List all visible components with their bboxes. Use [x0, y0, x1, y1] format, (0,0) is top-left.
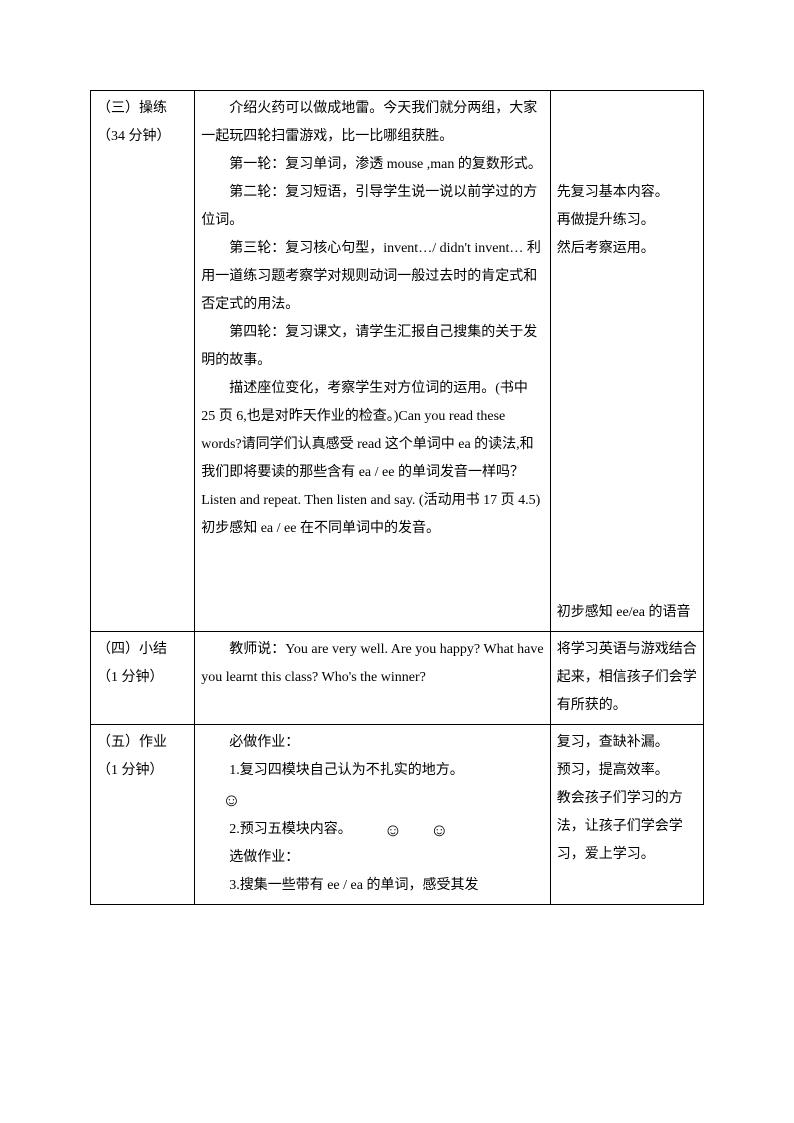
notes-line: 复习，查缺补漏。: [557, 729, 697, 757]
notes-line: 教会孩子们学习的方法，让孩子们学会学习，爱上学习。: [557, 785, 697, 869]
notes-cell: 将学习英语与游戏结合起来，相信孩子们会学有所获的。: [550, 632, 703, 725]
stage-cell: （五）作业（1 分钟）: [91, 725, 195, 905]
table-row: （三）操练（34 分钟）介绍火药可以做成地雷。今天我们就分两组，大家一起玩四轮扫…: [91, 91, 704, 632]
notes-line: [557, 319, 697, 347]
content-paragraph: 选做作业：: [201, 844, 544, 872]
notes-line: 先复习基本内容。: [557, 179, 697, 207]
notes-line: [557, 403, 697, 431]
notes-line: [557, 123, 697, 151]
content-paragraph: 描述座位变化，考察学生对方位词的运用。(书中 25 页 6,也是对昨天作业的检查…: [201, 375, 544, 543]
content-text: 1.复习四模块自己认为不扎实的地方。: [229, 763, 464, 778]
page: （三）操练（34 分钟）介绍火药可以做成地雷。今天我们就分两组，大家一起玩四轮扫…: [0, 0, 794, 1123]
notes-line: 将学习英语与游戏结合起来，相信孩子们会学有所获的。: [557, 636, 697, 720]
notes-line: [557, 431, 697, 459]
content-text: 必做作业：: [229, 735, 299, 750]
content-text: 2.预习五模块内容。: [229, 822, 352, 837]
content-text: 介绍火药可以做成地雷。今天我们就分两组，大家一起玩四轮扫雷游戏，比一比哪组获胜。: [201, 101, 537, 144]
table-row: （五）作业（1 分钟）必做作业：1.复习四模块自己认为不扎实的地方。☺2.预习五…: [91, 725, 704, 905]
stage-line: （四）小结: [97, 636, 188, 664]
content-text: 第一轮：复习单词，渗透 mouse ,man 的复数形式。: [229, 157, 542, 172]
notes-line: [557, 151, 697, 179]
notes-line: [557, 347, 697, 375]
stage-line: （1 分钟）: [97, 664, 188, 692]
content-cell: 必做作业：1.复习四模块自己认为不扎实的地方。☺2.预习五模块内容。☺☺选做作业…: [195, 725, 551, 905]
content-cell: 教师说：You are very well. Are you happy? Wh…: [195, 632, 551, 725]
content-text: 3.搜集一些带有 ee / ea 的单词，感受其发: [229, 878, 478, 893]
notes-line: [557, 263, 697, 291]
content-text: 教师说：You are very well. Are you happy? Wh…: [201, 642, 543, 685]
content-paragraph: 第一轮：复习单词，渗透 mouse ,man 的复数形式。: [201, 151, 544, 179]
smiley-line: ☺: [201, 785, 544, 816]
content-paragraph: 介绍火药可以做成地雷。今天我们就分两组，大家一起玩四轮扫雷游戏，比一比哪组获胜。: [201, 95, 544, 151]
stage-cell: （四）小结（1 分钟）: [91, 632, 195, 725]
content-paragraph: 2.预习五模块内容。 ☺☺: [201, 816, 544, 844]
content-paragraph: 第三轮：复习核心句型，invent…/ didn't invent… 利用一道练…: [201, 235, 544, 319]
notes-line: [557, 459, 697, 487]
notes-cell: 复习，查缺补漏。预习，提高效率。教会孩子们学习的方法，让孩子们学会学习，爱上学习…: [550, 725, 703, 905]
content-text: 第二轮：复习短语，引导学生说一说以前学过的方位词。: [201, 185, 537, 228]
content-text: 第三轮：复习核心句型，invent…/ didn't invent… 利用一道练…: [201, 241, 541, 312]
stage-line: （五）作业: [97, 729, 188, 757]
notes-cell: 先复习基本内容。再做提升练习。然后考察运用。 初步感知 ee/ea 的语音: [550, 91, 703, 632]
notes-line: [557, 375, 697, 403]
notes-line: 初步感知 ee/ea 的语音: [557, 599, 697, 627]
content-text: 第四轮：复习课文，请学生汇报自己搜集的关于发明的故事。: [201, 325, 537, 368]
content-paragraph: 1.复习四模块自己认为不扎实的地方。: [201, 757, 544, 785]
notes-line: [557, 487, 697, 515]
notes-line: [557, 571, 697, 599]
notes-line: 预习，提高效率。: [557, 757, 697, 785]
content-paragraph: 教师说：You are very well. Are you happy? Wh…: [201, 636, 544, 692]
stage-line: （三）操练: [97, 95, 188, 123]
content-text: 选做作业：: [229, 850, 299, 865]
lesson-table: （三）操练（34 分钟）介绍火药可以做成地雷。今天我们就分两组，大家一起玩四轮扫…: [90, 90, 704, 905]
notes-line: 然后考察运用。: [557, 235, 697, 263]
table-row: （四）小结（1 分钟）教师说：You are very well. Are yo…: [91, 632, 704, 725]
smiley-icon: ☺: [402, 821, 448, 839]
smiley-icon: ☺: [222, 791, 240, 809]
content-paragraph: 第四轮：复习课文，请学生汇报自己搜集的关于发明的故事。: [201, 319, 544, 375]
notes-line: 再做提升练习。: [557, 207, 697, 235]
notes-line: [557, 543, 697, 571]
stage-line: （1 分钟）: [97, 757, 188, 785]
content-cell: 介绍火药可以做成地雷。今天我们就分两组，大家一起玩四轮扫雷游戏，比一比哪组获胜。…: [195, 91, 551, 632]
stage-cell: （三）操练（34 分钟）: [91, 91, 195, 632]
notes-line: [557, 291, 697, 319]
content-paragraph: 第二轮：复习短语，引导学生说一说以前学过的方位词。: [201, 179, 544, 235]
smileys-inline: ☺☺: [356, 822, 449, 837]
content-paragraph: 必做作业：: [201, 729, 544, 757]
smiley-icon: ☺: [356, 821, 402, 839]
notes-line: [557, 515, 697, 543]
notes-line: [557, 95, 697, 123]
stage-line: （34 分钟）: [97, 123, 188, 151]
content-paragraph: 3.搜集一些带有 ee / ea 的单词，感受其发: [201, 872, 544, 900]
content-text: 描述座位变化，考察学生对方位词的运用。(书中 25 页 6,也是对昨天作业的检查…: [201, 381, 540, 536]
